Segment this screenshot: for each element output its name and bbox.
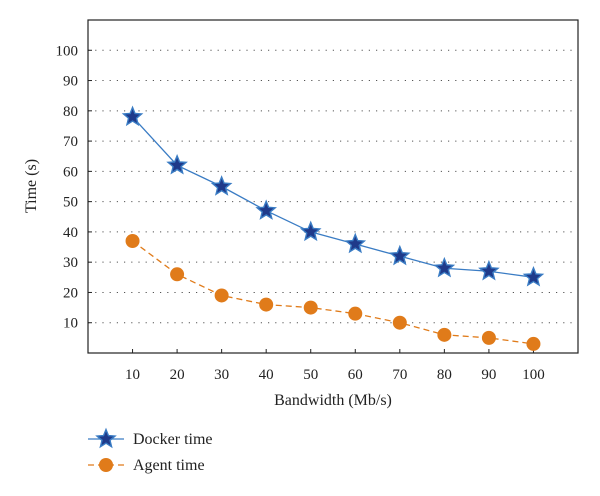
x-tick-label: 30 (214, 367, 229, 383)
data-point-star (121, 105, 144, 127)
x-tick-label: 70 (392, 367, 407, 383)
y-tick-label: 60 (63, 164, 78, 180)
data-point-circle (125, 233, 140, 248)
data-point-star (255, 199, 277, 220)
data-point-star (299, 220, 322, 242)
legend: Docker time Agent time (88, 427, 213, 474)
y-tick-label: 80 (63, 104, 78, 120)
legend-circle-icon (99, 458, 113, 472)
data-point-circle (214, 288, 229, 303)
y-tick-label: 70 (63, 134, 78, 150)
data-point-star (210, 175, 233, 196)
data-point-circle (348, 306, 363, 321)
x-tick-label: 100 (522, 367, 545, 383)
y-tick-label: 50 (63, 195, 78, 211)
y-axis-title: Time (s) (23, 159, 40, 213)
data-point-circle (526, 336, 541, 351)
data-point-star (389, 244, 411, 266)
grid-lines (88, 49, 578, 324)
series-layer (121, 105, 545, 351)
data-point-circle (303, 300, 318, 315)
y-tick-label: 100 (56, 43, 79, 59)
data-point-circle (437, 327, 452, 342)
x-axis-title: Bandwidth (Mb/s) (274, 392, 392, 409)
data-point-circle (392, 315, 407, 330)
x-tick-label: 90 (481, 367, 496, 383)
data-point-star (344, 232, 367, 254)
x-tick-label: 20 (170, 367, 185, 383)
y-tick-label: 40 (63, 225, 78, 241)
data-point-star (166, 153, 188, 175)
y-tick-label: 90 (63, 74, 78, 90)
series-star (121, 105, 545, 287)
data-point-star (478, 259, 500, 281)
y-axis-ticks: 10 20 30 40 50 60 70 80 90 100 (56, 43, 92, 332)
x-axis-ticks: 10 20 30 40 50 60 70 80 90 100 (125, 349, 545, 383)
legend-label: Agent time (133, 457, 205, 474)
data-point-circle (259, 297, 274, 312)
x-tick-label: 50 (303, 367, 318, 383)
series-circle (125, 233, 541, 351)
x-tick-label: 40 (259, 367, 274, 383)
x-tick-label: 10 (125, 367, 140, 383)
data-point-star (433, 256, 456, 278)
legend-item: Docker time (88, 427, 213, 449)
data-point-circle (170, 267, 185, 282)
y-tick-label: 20 (63, 285, 78, 301)
legend-star-icon (95, 427, 117, 449)
series-line-star (132, 116, 534, 278)
series-line-circle (132, 240, 534, 345)
plot-frame (87, 19, 579, 354)
y-tick-label: 30 (63, 255, 78, 271)
x-tick-label: 60 (348, 367, 363, 383)
data-point-star (522, 265, 545, 287)
x-tick-label: 80 (437, 367, 452, 383)
y-tick-label: 10 (63, 316, 78, 332)
data-point-circle (481, 330, 496, 345)
legend-item: Agent time (88, 457, 205, 474)
legend-label: Docker time (133, 431, 213, 448)
